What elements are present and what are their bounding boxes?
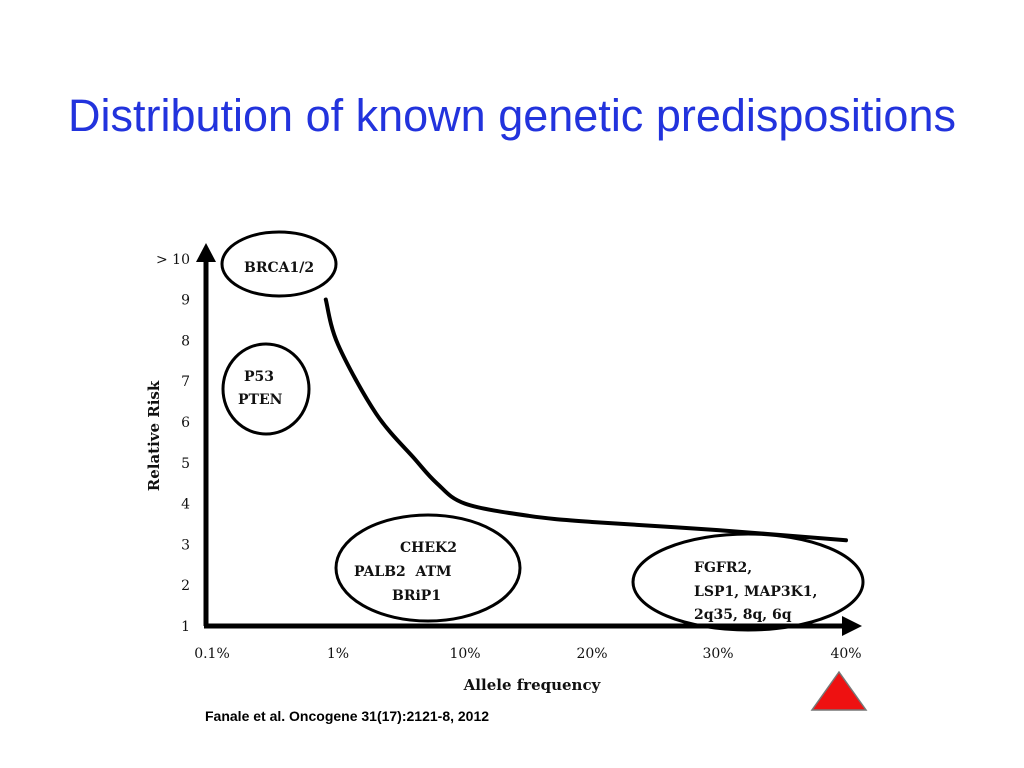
x-tick-label: 0.1% (194, 646, 230, 662)
y-tick-label: 4 (181, 497, 190, 513)
y-tick-label: 2 (181, 578, 190, 594)
citation: Fanale et al. Oncogene 31(17):2121-8, 20… (205, 708, 490, 724)
group-p53-pten-label-line2: PTEN (238, 392, 283, 408)
x-tick-label: 20% (576, 646, 607, 662)
x-tick-label: 1% (327, 646, 349, 662)
y-tick-label: 9 (181, 293, 190, 309)
risk-curve (323, 297, 848, 543)
y-axis-arrowhead (196, 243, 216, 262)
group-brca-label: BRCA1/2 (244, 260, 314, 276)
group-chek2-palb2: CHEK2 PALB2 ATM BRiP1 (334, 513, 522, 623)
y-axis (196, 243, 216, 626)
group-fgfr2-ellipse (631, 532, 865, 632)
group-chek2-palb2-label-line3: BRiP1 (392, 588, 441, 604)
y-axis-title: Relative Risk (145, 380, 163, 491)
slide-title: Distribution of known genetic predisposi… (68, 90, 956, 141)
x-axis (204, 616, 862, 636)
group-brca: BRCA1/2 (220, 230, 338, 298)
x-tick-labels: 0.1% 1% 10% 20% 30% 40% (194, 646, 861, 662)
red-triangle-icon (810, 670, 868, 711)
group-fgfr2-label-line3: 2q35, 8q, 6q (694, 607, 792, 623)
y-tick-label: > 10 (156, 252, 190, 268)
group-brca-ellipse (220, 230, 338, 298)
group-p53-pten-ellipse (221, 342, 311, 436)
group-p53-pten: P53 PTEN (221, 342, 311, 436)
x-tick-label: 40% (830, 646, 861, 662)
y-tick-label: 6 (181, 415, 190, 431)
y-tick-label: 8 (181, 333, 190, 349)
y-tick-label: 3 (181, 537, 190, 553)
group-chek2-palb2-label-line2: PALB2 ATM (354, 564, 452, 580)
group-p53-pten-label-line1: P53 (244, 369, 274, 385)
x-tick-label: 30% (702, 646, 733, 662)
group-fgfr2-label-line1: FGFR2, (694, 560, 752, 576)
x-tick-label: 10% (449, 646, 480, 662)
y-tick-label: 1 (181, 619, 190, 635)
group-fgfr2: FGFR2, LSP1, MAP3K1, 2q35, 8q, 6q (631, 532, 865, 632)
group-chek2-palb2-ellipse (334, 513, 522, 623)
x-axis-title: Allele frequency (463, 676, 602, 694)
y-tick-label: 7 (181, 374, 190, 390)
group-fgfr2-label-line2: LSP1, MAP3K1, (694, 584, 817, 600)
group-chek2-palb2-label-line1: CHEK2 (400, 540, 457, 556)
x-axis-arrowhead (842, 616, 862, 636)
y-tick-labels: 1 2 3 4 5 6 7 8 9 > 10 (156, 252, 190, 635)
y-tick-label: 5 (181, 456, 190, 472)
